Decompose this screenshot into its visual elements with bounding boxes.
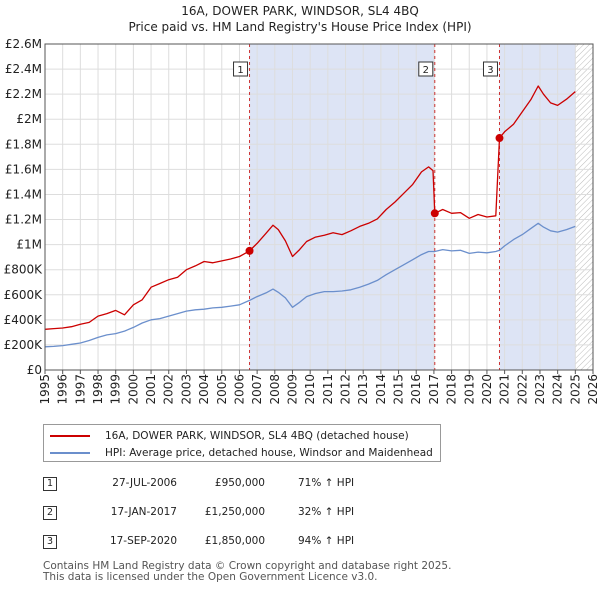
y-tick-label: £200K (4, 338, 44, 352)
sale-hpi-diff: 71% ↑ HPI (298, 477, 355, 489)
x-tick-label: 2017 (427, 374, 441, 405)
x-tick-label: 2012 (339, 374, 353, 405)
x-tick-label: 1995 (38, 374, 52, 405)
ownership-shade (249, 44, 435, 370)
sale-number: 2 (43, 506, 57, 520)
x-tick-label: 2014 (374, 374, 388, 405)
point-layer (245, 134, 504, 255)
y-tick-label: £1.4M (5, 187, 42, 201)
y-tick-label: £0 (27, 363, 42, 377)
x-tick-label: 2004 (197, 374, 211, 405)
legend: 16A, DOWER PARK, WINDSOR, SL4 4BQ (detac… (43, 424, 441, 462)
ownership-shade (499, 44, 576, 370)
sale-price: £1,250,000 (204, 506, 265, 518)
x-tick-label: 2011 (321, 374, 335, 405)
sale-marker-box (233, 61, 249, 77)
y-tick-label: £1.6M (5, 162, 42, 176)
sale-point (245, 246, 254, 255)
x-tick-label: 2007 (250, 374, 264, 405)
sales-table: 1 27-JUL-2006 £950,000 71% ↑ HPI 2 17-JA… (43, 474, 463, 561)
legend-swatch-price (50, 434, 90, 437)
x-tick-label: 1998 (91, 374, 105, 405)
y-tick-label: £1M (16, 238, 42, 252)
price-series-line (44, 85, 576, 330)
y-tick-label: £1.2M (5, 213, 42, 227)
x-tick-label: 2010 (303, 374, 317, 405)
x-tick-label: 2020 (480, 374, 494, 405)
x-tick-label: 2000 (126, 374, 140, 405)
sale-row: 3 17-SEP-2020 £1,850,000 94% ↑ HPI (43, 532, 463, 561)
y-tick-label: £2.6M (5, 37, 42, 51)
chart-title: 16A, DOWER PARK, WINDSOR, SL4 4BQ (181, 4, 419, 18)
sale-number: 3 (43, 535, 57, 549)
legend-label-price: 16A, DOWER PARK, WINDSOR, SL4 4BQ (detac… (105, 429, 409, 442)
sale-row: 1 27-JUL-2006 £950,000 71% ↑ HPI (43, 474, 463, 503)
x-tick-label: 2003 (179, 374, 193, 405)
marker-line-layer: 1 2 3 (233, 44, 500, 370)
y-tick-label: £600K (4, 288, 44, 302)
x-tick-label: 2023 (533, 374, 547, 405)
price-chart: 16A, DOWER PARK, WINDSOR, SL4 4BQ Price … (4, 4, 600, 405)
footer-copyright: Contains HM Land Registry data © Crown c… (43, 560, 452, 572)
x-tick-label: 2009 (285, 374, 299, 405)
sale-date: 17-JAN-2017 (110, 506, 177, 518)
sale-date: 27-JUL-2006 (112, 477, 177, 489)
sale-hpi-diff: 94% ↑ HPI (298, 535, 355, 547)
sale-date: 17-SEP-2020 (109, 535, 177, 547)
x-tick-label: 2013 (356, 374, 370, 405)
legend-item-price: 16A, DOWER PARK, WINDSOR, SL4 4BQ (detac… (44, 427, 409, 444)
x-tick-label: 1996 (56, 374, 70, 405)
legend-item-hpi: HPI: Average price, detached house, Wind… (44, 444, 433, 461)
sale-row: 2 17-JAN-2017 £1,250,000 32% ↑ HPI (43, 503, 463, 532)
footer: Contains HM Land Registry data © Crown c… (43, 561, 451, 583)
plot-frame (44, 43, 594, 371)
x-tick-label: 1999 (109, 374, 123, 405)
y-tick-label: £2.2M (5, 87, 42, 101)
sale-hpi-diff: 32% ↑ HPI (298, 506, 355, 518)
y-tick-label: £2.4M (5, 62, 42, 76)
sale-point (430, 209, 439, 218)
legend-label-hpi: HPI: Average price, detached house, Wind… (105, 446, 433, 459)
future-hatch (575, 44, 593, 370)
x-tick-label: 2018 (445, 374, 459, 405)
x-tick-label: 1997 (73, 374, 87, 405)
x-tick-label: 2008 (268, 374, 282, 405)
sale-price: £950,000 (214, 477, 265, 489)
y-tick-label: £400K (4, 313, 44, 327)
x-tick-label: 2005 (215, 374, 229, 405)
x-tick-label: 2016 (409, 374, 423, 405)
x-tick-label: 2025 (568, 374, 582, 405)
hpi-series-line (44, 222, 576, 348)
y-tick-label: £1.8M (5, 137, 42, 151)
x-tick-label: 2026 (586, 374, 600, 405)
x-tick-label: 2002 (162, 374, 176, 405)
x-tick-label: 2021 (498, 374, 512, 405)
legend-swatch-hpi (50, 451, 90, 454)
sale-marker-label: 2 (423, 65, 429, 76)
x-tick-label: 2006 (232, 374, 246, 405)
x-tick-label: 2001 (144, 374, 158, 405)
y-tick-label: £2M (16, 112, 42, 126)
y-tick-label: £800K (4, 263, 44, 277)
x-tick-label: 2015 (392, 374, 406, 405)
sale-marker-label: 3 (487, 65, 493, 76)
sale-point (495, 134, 504, 143)
series-layer (44, 85, 576, 348)
footer-licence: This data is licensed under the Open Gov… (43, 571, 378, 583)
sale-marker-box (482, 61, 498, 77)
sale-marker-label: 1 (237, 65, 243, 76)
x-tick-label: 2024 (551, 374, 565, 405)
chart-subtitle: Price paid vs. HM Land Registry's House … (128, 20, 471, 34)
x-tick-label: 2019 (462, 374, 476, 405)
sale-number: 1 (43, 477, 57, 491)
axis-layer: £0 £200K £400K £600K £800K £1M £1.2M £1.4M £1.6M… (4, 37, 600, 405)
sale-marker-box (418, 61, 434, 77)
sale-price: £1,850,000 (204, 535, 265, 547)
x-tick-label: 2022 (515, 374, 529, 405)
shade-layer (249, 44, 593, 370)
